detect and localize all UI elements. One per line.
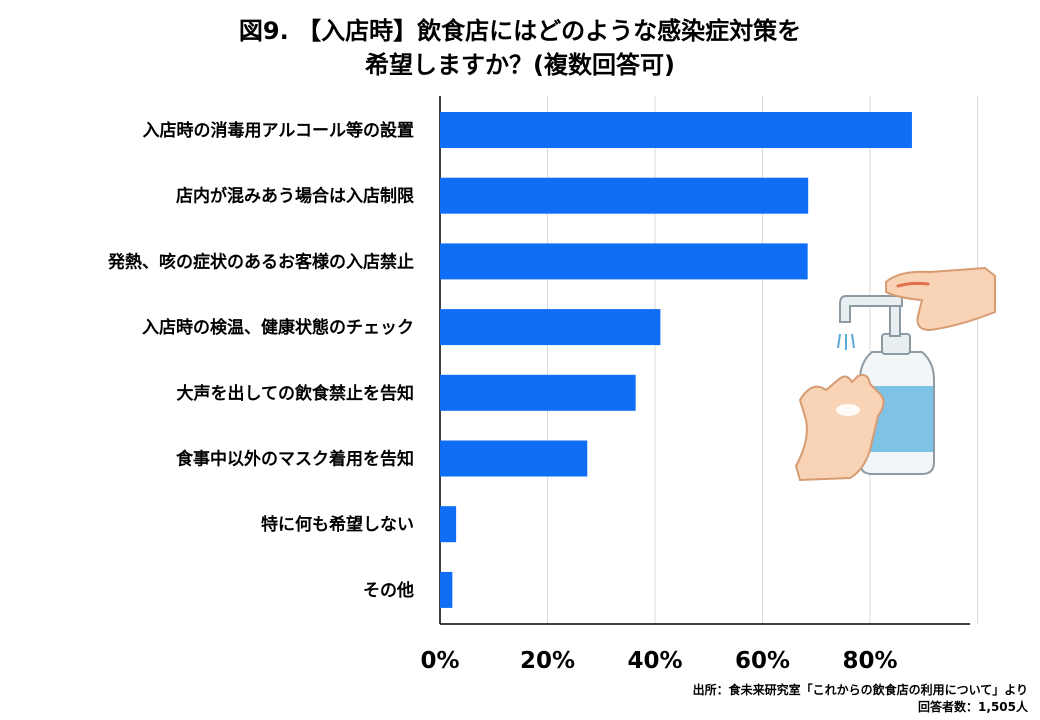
x-tick-label: 20% [520,648,575,674]
source-note: 出所：食未来研究室「これからの飲食店の利用について」より 回答者数：1,505人 [693,682,1028,716]
bar [440,506,457,543]
bar [440,243,808,280]
category-label: 入店時の消毒用アルコール等の設置 [143,120,415,141]
category-label: 特に何も希望しない [261,514,414,535]
source-line-1: 出所：食未来研究室「これからの飲食店の利用について」より [692,683,1028,697]
source-line-2: 回答者数：1,505人 [918,700,1028,714]
category-labels: 入店時の消毒用アルコール等の設置店内が混みあう場合は入店制限発熱、咳の症状のある… [107,120,414,601]
bars [440,112,912,608]
bar [440,571,453,608]
category-label: 発熱、咳の症状のあるお客様の入店禁止 [107,251,414,272]
bar [440,440,588,477]
x-tick-label: 40% [627,648,682,674]
category-label: 大声を出しての飲食禁止を告知 [177,383,415,404]
x-tick-label: 0% [420,648,459,674]
pump-nozzle [839,295,903,323]
bar [440,112,912,148]
category-label: 食事中以外のマスク着用を告知 [176,449,414,470]
chart-title-line-2: 希望しますか？(複数回答可) [365,51,675,79]
bar [440,177,809,214]
chart-title-line-1: 図9. 【入店時】飲食店にはどのような感染症対策を [238,17,802,45]
pump-stem [889,303,901,337]
x-tick-label: 80% [842,648,897,674]
category-label: その他 [363,580,414,601]
hand-sanitizer-dispenser-icon [794,266,996,482]
bar [440,309,661,346]
chart-title: 図9. 【入店時】飲食店にはどのような感染症対策を 希望しますか？(複数回答可) [0,14,1040,82]
x-tick-labels: 0% 20% 40% 60% 80% [420,648,897,674]
bar [440,374,636,411]
category-label: 入店時の検温、健康状態のチェック [142,317,414,338]
category-label: 店内が混みあう場合は入店制限 [176,186,414,207]
x-tick-label: 60% [735,648,790,674]
lower-hand [794,374,885,482]
